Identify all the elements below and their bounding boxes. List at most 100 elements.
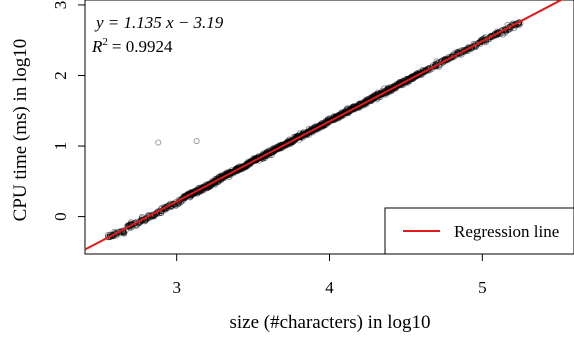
data-point: [495, 29, 502, 36]
data-point: [495, 29, 502, 36]
data-point: [265, 150, 272, 157]
data-point: [331, 115, 338, 122]
data-point: [412, 73, 419, 80]
y-axis-title: CPU time (ms) in log10: [10, 39, 31, 222]
data-point: [219, 174, 226, 181]
data-point: [328, 117, 335, 124]
data-point: [371, 94, 378, 101]
data-point: [350, 105, 357, 112]
data-point: [288, 138, 295, 145]
data-point: [233, 166, 240, 173]
data-point: [237, 165, 244, 172]
data-point: [213, 177, 220, 184]
data-point: [261, 152, 268, 159]
data-point: [371, 95, 378, 102]
data-point: [489, 33, 496, 40]
data-point: [381, 85, 388, 92]
data-point: [262, 152, 269, 159]
data-point: [449, 53, 456, 60]
data-point: [294, 135, 301, 142]
x-axis-title: size (#characters) in log10: [230, 312, 431, 333]
data-point: [415, 71, 422, 78]
data-point: [208, 180, 215, 187]
data-point: [271, 147, 278, 154]
data-point: [444, 56, 451, 63]
data-point: [413, 72, 420, 79]
data-point: [493, 30, 500, 37]
regression-line: [84, 0, 564, 251]
data-point: [368, 96, 375, 103]
data-point: [325, 118, 332, 125]
data-point: [281, 142, 288, 149]
data-point: [374, 93, 381, 100]
data-point: [373, 93, 380, 100]
data-point: [309, 127, 316, 134]
data-point: [296, 133, 303, 140]
data-point: [254, 156, 261, 163]
data-point: [443, 56, 450, 63]
y-tick-label: 2: [51, 71, 70, 80]
data-point: [478, 38, 485, 45]
r2-value: = 0.9924: [112, 37, 173, 56]
data-point: [353, 104, 360, 111]
data-point: [247, 159, 254, 166]
data-point: [311, 126, 318, 133]
data-point: [331, 115, 338, 122]
data-point: [316, 123, 323, 130]
data-point: [262, 151, 269, 158]
data-point: [461, 47, 468, 54]
data-point: [259, 153, 266, 160]
data-point: [245, 160, 252, 167]
data-point: [354, 103, 361, 110]
data-point: [446, 55, 453, 62]
data-point: [294, 134, 301, 141]
data-point: [270, 147, 277, 154]
x-axis: 3 4 5: [172, 254, 487, 297]
data-point: [228, 169, 235, 176]
data-point: [236, 165, 243, 172]
data-point: [233, 167, 240, 174]
data-point: [111, 230, 118, 237]
data-point: [488, 33, 495, 40]
x-tick-label: 4: [325, 278, 334, 297]
data-point: [154, 208, 161, 215]
data-point: [351, 105, 358, 112]
data-point: [445, 56, 452, 63]
data-point: [190, 189, 197, 196]
data-point: [397, 81, 404, 88]
data-point: [359, 101, 366, 108]
data-point: [471, 42, 478, 49]
data-point: [369, 95, 376, 102]
data-point: [185, 191, 192, 198]
data-point: [265, 150, 272, 157]
data-point: [253, 156, 260, 163]
data-point: [303, 130, 310, 137]
data-point: [396, 81, 403, 88]
data-point: [132, 220, 139, 227]
data-point: [395, 82, 402, 89]
data-point: [224, 171, 231, 178]
data-point: [341, 110, 348, 117]
data-point: [385, 87, 392, 94]
y-tick-label: 1: [51, 142, 70, 151]
data-point: [312, 125, 319, 132]
data-point: [311, 126, 318, 133]
data-point: [416, 71, 423, 78]
data-point: [217, 175, 224, 182]
data-point: [177, 196, 184, 203]
data-point: [291, 136, 298, 143]
data-point: [453, 51, 460, 58]
data-point: [397, 80, 404, 87]
data-point: [211, 178, 218, 185]
data-point: [506, 23, 513, 30]
data-point: [112, 230, 119, 237]
data-point: [325, 118, 332, 125]
data-point: [319, 121, 326, 128]
data-point: [352, 104, 359, 111]
data-point: [250, 158, 257, 165]
y-tick-label: 0: [51, 212, 70, 221]
data-point: [155, 139, 162, 146]
data-point: [466, 45, 473, 52]
data-point: [356, 102, 363, 109]
